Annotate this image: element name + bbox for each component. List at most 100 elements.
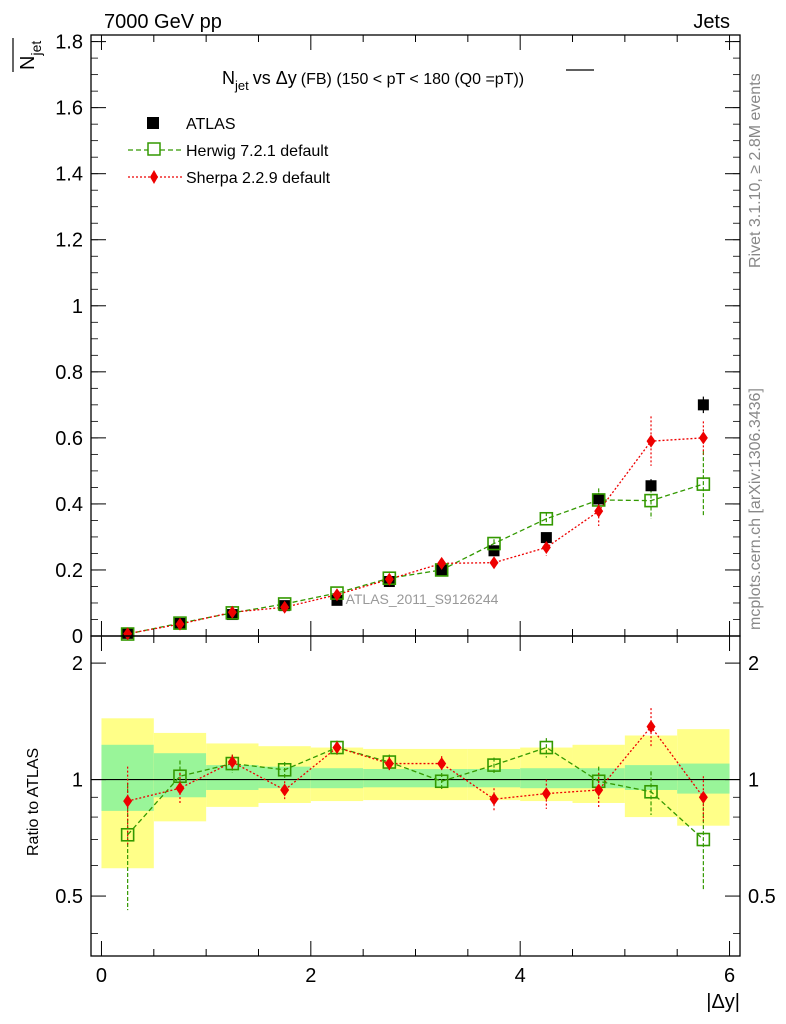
x-axis-label: |Δy| xyxy=(706,991,740,1013)
data-point-atlas xyxy=(540,532,552,544)
data-point-sherpa xyxy=(541,541,551,555)
x-tick-label: 6 xyxy=(724,965,735,987)
y-tick-label: 0.4 xyxy=(55,494,83,516)
header-right: Jets xyxy=(693,11,730,33)
ratio-point-sherpa xyxy=(594,783,604,797)
legend-marker-sherpa xyxy=(150,170,158,184)
ratio-point-sherpa xyxy=(437,757,447,771)
data-point-sherpa xyxy=(280,600,290,614)
data-point-sherpa xyxy=(437,556,447,570)
ylabel-main: N xyxy=(17,56,39,70)
data-point-sherpa xyxy=(384,572,394,586)
ratio-y-tick-label-left: 0.5 xyxy=(55,886,83,908)
y-tick-label: 1 xyxy=(72,296,83,318)
data-point-sherpa xyxy=(646,434,656,448)
ratio-point-sherpa xyxy=(332,741,342,755)
y-tick-label: 1.4 xyxy=(55,164,83,186)
ratio-y-tick-label-right: 0.5 xyxy=(748,886,776,908)
green-band-bin xyxy=(310,768,364,789)
green-band-bin xyxy=(363,768,416,788)
ratio-line-herwig xyxy=(127,746,704,840)
ratio-axes: 0.5 0.5 1 1 2 2 0 2 4 6 xyxy=(55,635,776,987)
title-vs: vs Δy xyxy=(253,68,297,88)
ratio-uncertainty-bands xyxy=(101,718,730,869)
ratio-point-herwig xyxy=(277,762,292,777)
ratio-point-herwig xyxy=(434,774,449,789)
y-tick-label: 1.8 xyxy=(55,32,83,54)
data-point-herwig xyxy=(539,511,554,526)
title-condition: (FB) (150 < pT < 180 (Q0 = xyxy=(301,71,495,88)
ratio-point-sherpa xyxy=(489,792,499,806)
data-point-sherpa xyxy=(227,605,237,619)
y-tick-label: 1.6 xyxy=(55,98,83,120)
data-point-atlas xyxy=(488,545,500,557)
upper-plot-title: Njet vs Δy (FB) (150 < pT < 180 (Q0 =pT)) xyxy=(222,68,594,93)
data-point-herwig xyxy=(487,536,501,551)
svg-text:Njet: Njet xyxy=(17,41,44,70)
x-tick-label: 4 xyxy=(515,965,526,987)
data-point-atlas xyxy=(436,564,448,576)
analysis-watermark: ATLAS_2011_S9126244 xyxy=(346,591,499,607)
ratio-point-herwig xyxy=(120,827,135,842)
ratio-point-sherpa xyxy=(541,787,551,801)
title-close: )) xyxy=(513,71,524,88)
ratio-point-sherpa xyxy=(698,790,708,804)
ratio-point-sherpa xyxy=(384,757,394,771)
data-point-herwig xyxy=(644,493,658,508)
green-band-bin xyxy=(415,768,468,788)
title-main-sub: jet xyxy=(234,78,249,93)
data-point-sherpa xyxy=(489,556,499,570)
y-tick-label: 0.8 xyxy=(55,362,83,384)
series-line-herwig xyxy=(127,483,704,635)
data-point-sherpa xyxy=(332,588,342,602)
ratio-line-sherpa xyxy=(127,725,704,802)
data-point-sherpa xyxy=(594,504,604,518)
ratio-y-tick-label-left: 1 xyxy=(72,770,83,792)
x-tick-label: 0 xyxy=(96,965,107,987)
upper-y-axis-label: Njet xyxy=(12,38,44,72)
legend-label-atlas: ATLAS xyxy=(186,116,236,133)
data-point-atlas xyxy=(593,493,605,505)
ratio-point-sherpa xyxy=(175,781,185,795)
upper-markers xyxy=(120,399,711,641)
ratio-y-tick-label-left: 2 xyxy=(72,653,83,675)
title-main: N xyxy=(222,68,235,88)
ratio-y-tick-label-right: 2 xyxy=(748,653,759,675)
data-point-sherpa xyxy=(698,431,708,445)
green-band-bin xyxy=(467,768,521,788)
y-tick-label: 0 xyxy=(72,626,83,648)
ylabel-sub: jet xyxy=(28,41,44,57)
ratio-error-bars xyxy=(127,708,704,911)
y-tick-label: 1.2 xyxy=(55,230,83,252)
legend-marker-herwig xyxy=(147,142,161,156)
legend-label-herwig: Herwig 7.2.1 default xyxy=(186,143,329,160)
y-tick-label: 0.6 xyxy=(55,428,83,450)
data-point-sherpa xyxy=(175,617,185,631)
ratio-y-tick-label-right: 1 xyxy=(748,770,759,792)
ratio-point-sherpa xyxy=(123,794,133,808)
y-tick-label: 0.2 xyxy=(55,560,83,582)
ratio-series-lines xyxy=(127,725,704,840)
side-label-lower: mcplots.cern.ch [arXiv:1306.3436] xyxy=(747,388,764,630)
upper-series-lines xyxy=(127,437,704,635)
series-line-sherpa xyxy=(127,437,704,635)
data-point-herwig xyxy=(696,477,711,491)
legend-label-sherpa: Sherpa 2.2.9 default xyxy=(186,170,331,187)
legend-marker-atlas xyxy=(147,117,159,129)
data-point-atlas xyxy=(645,480,657,492)
ratio-point-sherpa xyxy=(280,783,290,797)
ratio-point-herwig xyxy=(539,740,554,755)
ratio-point-sherpa xyxy=(646,720,656,734)
green-band-bin xyxy=(520,768,573,789)
ratio-y-axis-label: Ratio to ATLAS xyxy=(25,748,42,856)
ratio-point-sherpa xyxy=(227,755,237,769)
ratio-point-herwig xyxy=(696,832,711,847)
legend: ATLAS Herwig 7.2.1 default Sherpa 2.2.9 … xyxy=(128,116,331,187)
ratio-markers xyxy=(120,720,711,847)
side-label-upper: Rivet 3.1.10, ≥ 2.8M events xyxy=(747,73,764,268)
title-q0: pT xyxy=(495,71,514,88)
ratio-point-herwig xyxy=(644,784,658,799)
upper-axes: 0 0.2 0.4 0.6 0.8 1 1.2 1.4 1.6 1.8 xyxy=(55,32,741,648)
